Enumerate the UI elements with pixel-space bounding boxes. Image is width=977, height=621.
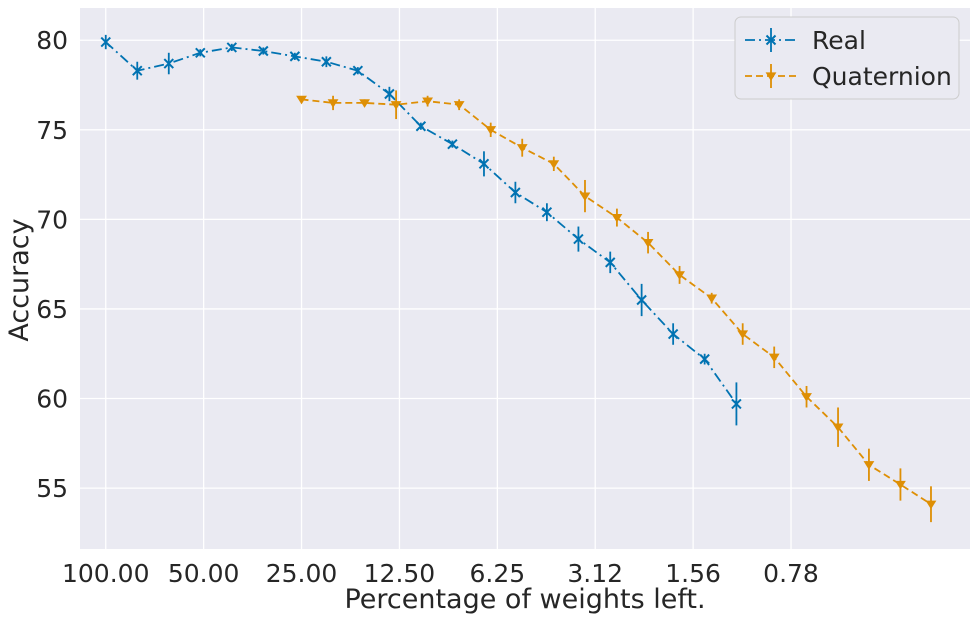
series-real — [100, 34, 742, 426]
data-point-quaternion — [548, 160, 560, 169]
x-tick-label: 1.56 — [665, 559, 721, 588]
x-tick-label: 12.50 — [364, 559, 436, 588]
legend-label-real: Real — [812, 26, 866, 55]
data-point-quaternion — [422, 97, 434, 107]
tick-labels: 100.00 50.00 25.00 12.50 6.25 3.12 1.56 0.78 55 6… — [36, 26, 819, 588]
data-point-real — [132, 65, 143, 76]
y-axis-label: Accuracy — [4, 218, 35, 341]
data-point-real — [289, 51, 301, 62]
data-point-quaternion — [674, 271, 685, 280]
x-tick-label: 100.00 — [62, 559, 149, 588]
data-point-real — [541, 207, 553, 218]
y-tick-label: 60 — [36, 385, 68, 414]
data-point-quaternion — [485, 126, 497, 135]
data-point-real — [667, 328, 679, 340]
data-point-quaternion — [895, 480, 906, 490]
data-point-real — [731, 398, 742, 410]
data-point-real — [163, 58, 174, 69]
data-point-quaternion — [706, 294, 718, 304]
data-point-real — [573, 233, 584, 245]
data-point-real — [447, 138, 458, 150]
y-tick-label: 65 — [36, 295, 68, 324]
data-point-quaternion — [863, 461, 875, 470]
x-axis-label: Percentage of weights left. — [344, 584, 705, 615]
data-point-quaternion — [296, 95, 307, 105]
legend-quaternion-sample — [745, 64, 797, 88]
data-point-real — [321, 56, 332, 67]
data-point-quaternion — [359, 99, 370, 108]
x-tick-label: 50.00 — [168, 559, 240, 588]
series-layer — [100, 34, 937, 523]
legend: Real Quaternion — [734, 16, 960, 100]
x-tick-label: 6.25 — [469, 559, 525, 588]
data-point-real — [384, 88, 395, 100]
x-tick-label: 3.12 — [567, 559, 623, 588]
data-point-real — [226, 42, 238, 53]
data-point-quaternion — [925, 500, 937, 510]
data-point-quaternion — [453, 101, 465, 110]
legend-real-sample — [745, 28, 797, 52]
y-tick-label: 55 — [36, 474, 68, 503]
legend-box — [734, 16, 960, 100]
data-point-real — [478, 158, 490, 170]
data-point-quaternion — [516, 144, 528, 153]
data-point-quaternion — [801, 393, 812, 402]
data-point-quaternion — [768, 353, 780, 363]
data-point-quaternion — [832, 423, 844, 433]
y-tick-label: 70 — [36, 205, 68, 234]
y-tick-label: 80 — [36, 26, 68, 55]
data-point-real — [100, 36, 111, 48]
data-point-real — [352, 65, 364, 76]
data-point-real — [415, 121, 427, 132]
data-point-real — [510, 187, 521, 198]
data-point-quaternion — [579, 192, 591, 202]
data-point-legend-real — [765, 34, 777, 46]
data-point-quaternion — [737, 330, 749, 340]
x-tick-label: 0.78 — [763, 559, 819, 588]
y-tick-label: 75 — [36, 116, 68, 145]
data-point-legend-quaternion — [765, 72, 777, 81]
data-point-quaternion — [611, 213, 623, 223]
data-point-real — [636, 294, 647, 306]
data-point-quaternion — [327, 99, 339, 108]
data-point-real — [699, 353, 710, 365]
x-tick-label: 25.00 — [266, 559, 338, 588]
data-point-real — [258, 45, 269, 57]
data-point-real — [195, 47, 206, 58]
data-point-quaternion — [642, 239, 654, 248]
data-point-quaternion — [390, 101, 402, 110]
data-point-real — [605, 257, 616, 268]
legend-label-quaternion: Quaternion — [812, 62, 952, 91]
series-quaternion — [296, 90, 937, 523]
